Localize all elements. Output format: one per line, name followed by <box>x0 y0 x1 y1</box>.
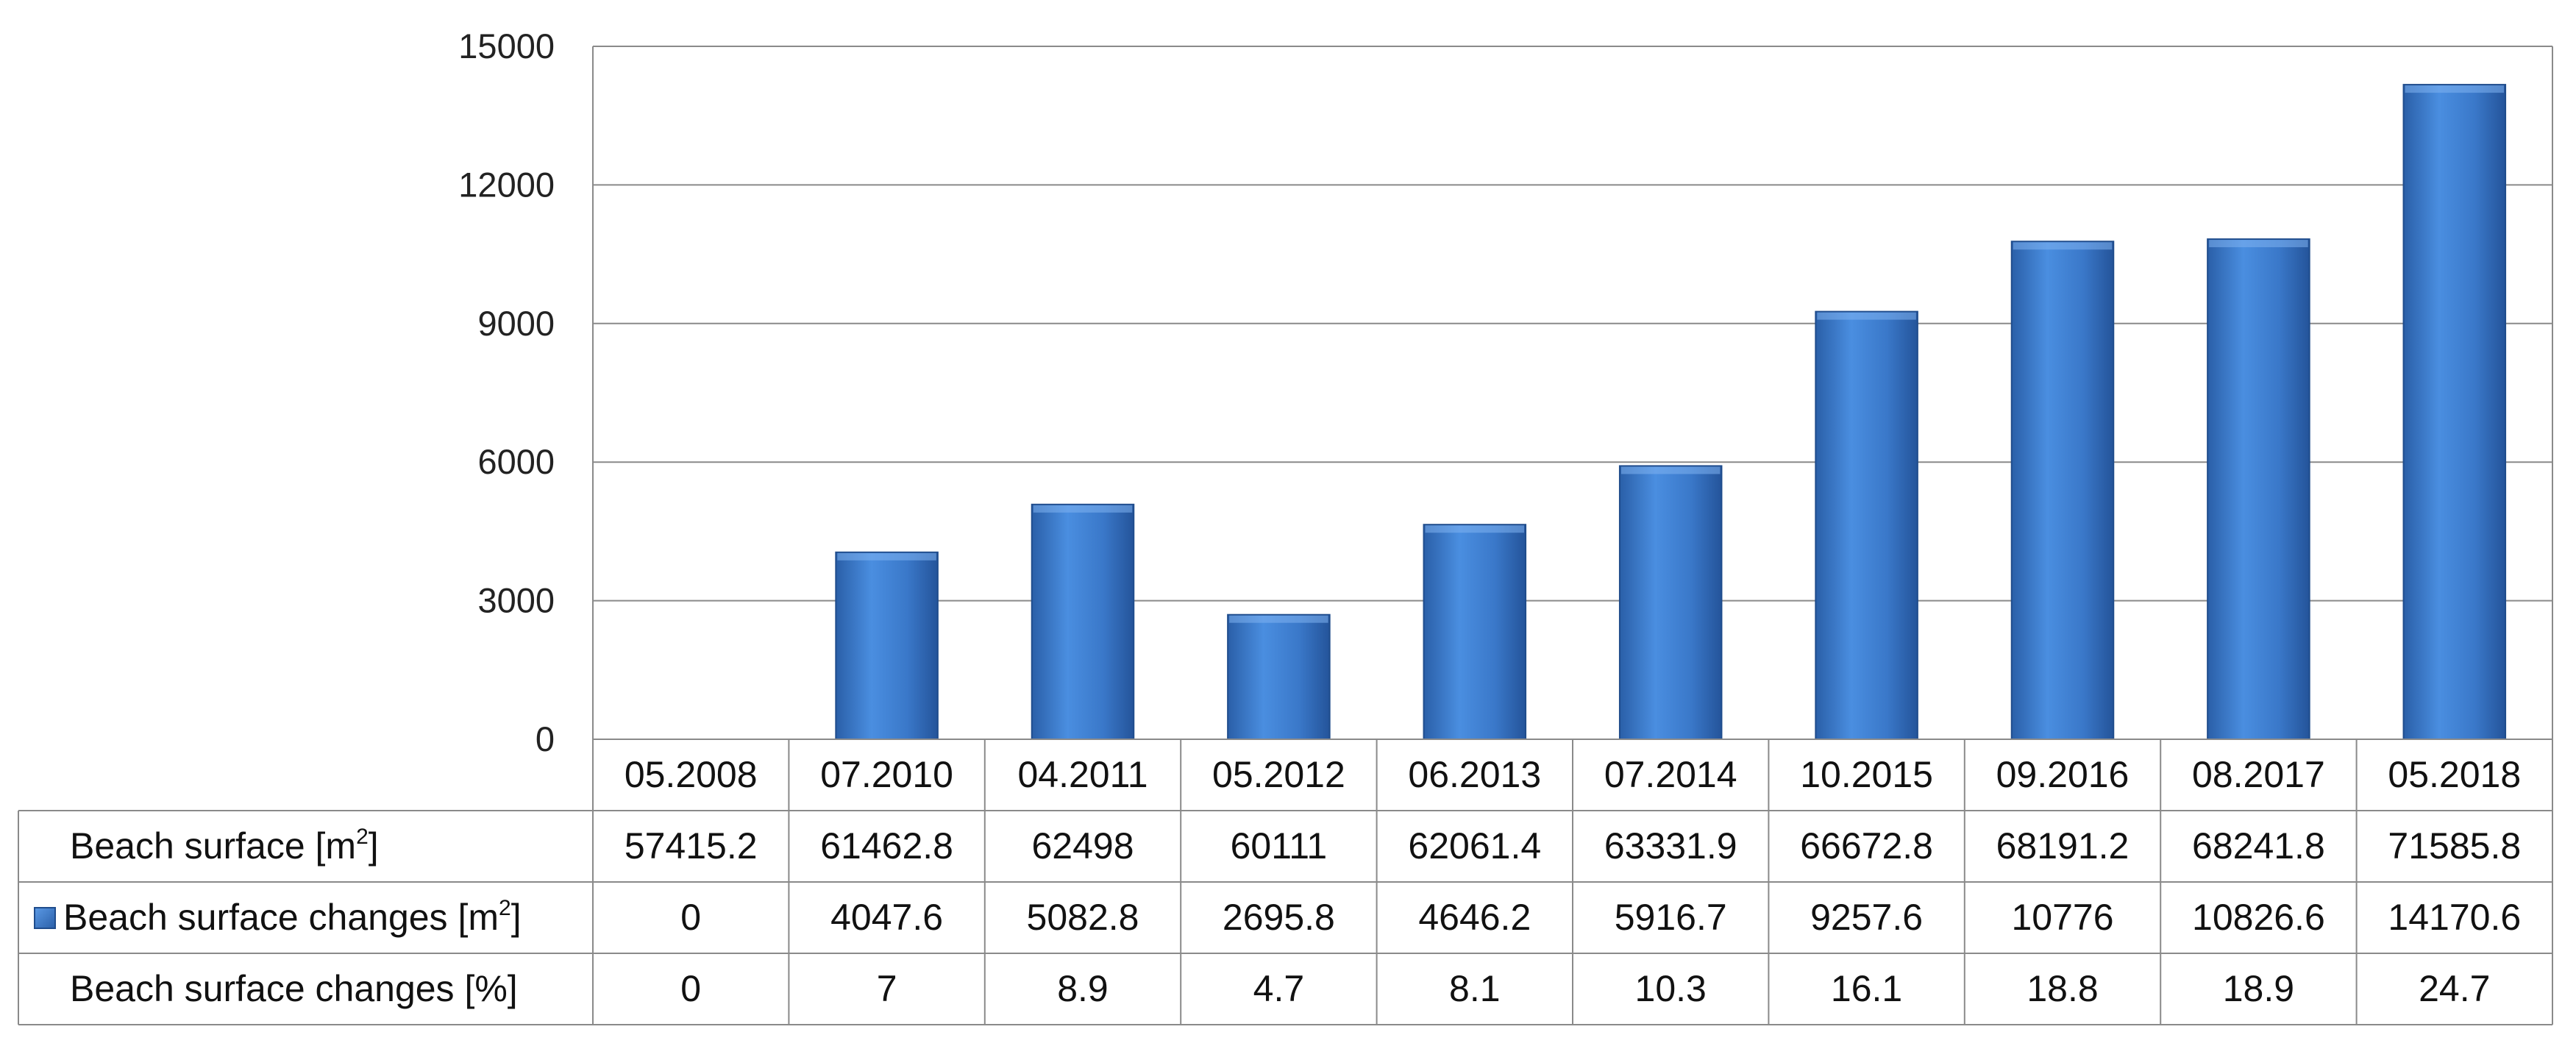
x-tick-label: 10.2015 <box>1800 754 1933 795</box>
table-cell: 8.1 <box>1449 968 1501 1009</box>
table-cell: 4047.6 <box>830 897 943 938</box>
y-tick-label: 12000 <box>458 165 555 204</box>
table-cell: 18.8 <box>2027 968 2098 1009</box>
bar-highlight <box>1229 615 1328 623</box>
table-cell: 4.7 <box>1253 968 1305 1009</box>
bar-highlight <box>2209 240 2308 248</box>
table-cell: 71585.8 <box>2388 825 2521 867</box>
table-cell: 7 <box>877 968 897 1009</box>
table-cell: 8.9 <box>1057 968 1109 1009</box>
table-cell: 0 <box>680 968 701 1009</box>
table-cell: 10776 <box>2011 897 2113 938</box>
bar <box>1618 465 1723 740</box>
bar <box>2207 238 2310 740</box>
table-cell: 5082.8 <box>1027 897 1139 938</box>
table-cell: 2695.8 <box>1223 897 1335 938</box>
table-cell: 61462.8 <box>820 825 953 867</box>
table-cell: 60111 <box>1231 825 1328 867</box>
bars <box>835 84 2507 741</box>
row-label: Beach surface changes [m2] <box>63 896 522 938</box>
bar-highlight <box>1817 312 1916 320</box>
table-cell: 16.1 <box>1831 968 1902 1009</box>
table-cell: 10.3 <box>1635 968 1707 1009</box>
x-tick-label: 05.2012 <box>1212 754 1345 795</box>
x-tick-label: 07.2010 <box>820 754 953 795</box>
y-tick-label: 15000 <box>458 26 555 65</box>
row-label: Beach surface [m2] <box>70 825 379 867</box>
x-tick-label: 05.2008 <box>625 754 758 795</box>
bar <box>2402 84 2507 741</box>
y-tick-label: 6000 <box>477 442 555 481</box>
bar <box>1815 310 1918 740</box>
table-cell: 62061.4 <box>1408 825 1541 867</box>
y-tick-label: 3000 <box>477 581 555 620</box>
table-cell: 9257.6 <box>1810 897 1923 938</box>
x-tick-label: 08.2017 <box>2192 754 2325 795</box>
legend-key <box>34 907 56 929</box>
bar <box>1227 613 1331 740</box>
table-cell: 4646.2 <box>1418 897 1531 938</box>
x-tick-label: 09.2016 <box>1996 754 2130 795</box>
table-cell: 63331.9 <box>1604 825 1737 867</box>
table-cell: 66672.8 <box>1800 825 1933 867</box>
y-tick-label: 0 <box>536 719 555 758</box>
table-cell: 62498 <box>1031 825 1134 867</box>
table-cell: 10826.6 <box>2192 897 2325 938</box>
bar <box>2010 241 2115 740</box>
axes <box>592 46 2553 739</box>
table-cell: 18.9 <box>2223 968 2294 1009</box>
table-cell: 0 <box>680 897 701 938</box>
x-tick-label: 06.2013 <box>1408 754 1541 795</box>
table-cell: 5916.7 <box>1615 897 1727 938</box>
y-tick-label: 9000 <box>477 304 555 343</box>
bar <box>835 551 939 741</box>
table-cell: 57415.2 <box>625 825 758 867</box>
x-tick-label: 04.2011 <box>1017 754 1148 795</box>
row-label: Beach surface changes [%] <box>70 968 518 1009</box>
bar-highlight <box>1033 505 1133 513</box>
table-cell: 24.7 <box>2419 968 2490 1009</box>
x-tick-label: 05.2018 <box>2388 754 2521 795</box>
table-cell: 68191.2 <box>1996 825 2130 867</box>
bar <box>1031 503 1135 740</box>
bar-highlight <box>1425 525 1525 533</box>
bar-highlight <box>2013 242 2113 250</box>
bar-highlight <box>837 552 936 561</box>
bar-highlight <box>1620 466 1721 474</box>
bar <box>1423 524 1527 740</box>
table-cell: 14170.6 <box>2388 897 2521 938</box>
table-cell: 68241.8 <box>2192 825 2325 867</box>
y-axis-ticks: 0 3000 6000 9000 12000 15000 <box>458 26 555 758</box>
bar-highlight <box>2405 85 2505 93</box>
data-table: 05.2008 07.2010 04.2011 05.2012 06.2013 07.20… <box>18 739 2553 1025</box>
x-tick-label: 07.2014 <box>1604 754 1737 795</box>
